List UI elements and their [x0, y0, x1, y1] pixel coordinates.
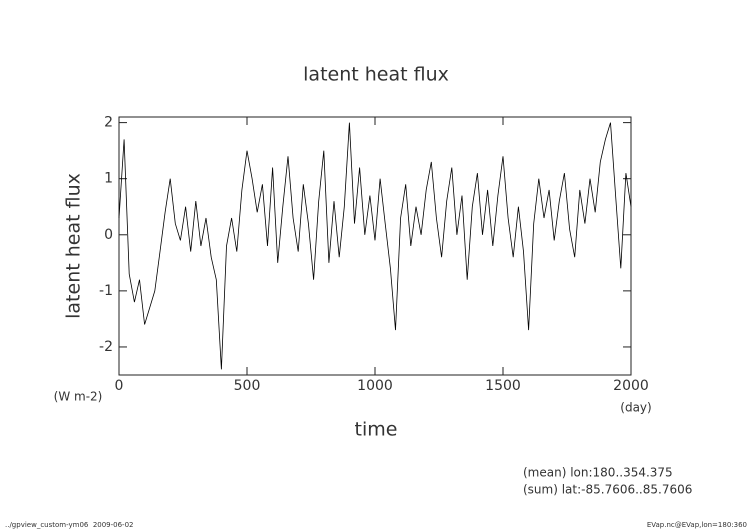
x-unit: (day): [620, 401, 651, 415]
y-unit: (W m-2): [54, 390, 103, 404]
annotation: (mean) lon:180..354.375: [523, 466, 673, 480]
x-tick-label: 2000: [613, 378, 649, 394]
y-tick-label: 0: [104, 227, 113, 243]
y-tick-label: 2: [104, 115, 113, 131]
y-tick-label: 1: [104, 171, 113, 187]
plot-frame: [118, 116, 632, 376]
footer: ../gpview_custom-ym06 2009-06-02: [5, 521, 134, 529]
x-tick-label: 1000: [357, 378, 393, 394]
y-tick-label: -2: [99, 339, 113, 355]
footer: EVap.nc@EVap,lon=180:360: [647, 521, 747, 529]
x-tick-label: 0: [115, 378, 124, 394]
x-tick-label: 500: [234, 378, 261, 394]
chart-title: latent heat flux: [303, 64, 449, 86]
y-tick-label: -1: [99, 283, 113, 299]
x-tick-label: 1500: [485, 378, 521, 394]
x-axis-label: time: [355, 419, 398, 441]
y-axis-label: latent heat flux: [63, 173, 85, 319]
annotation: (sum) lat:-85.7606..85.7606: [523, 483, 692, 497]
data-line: [118, 122, 632, 370]
